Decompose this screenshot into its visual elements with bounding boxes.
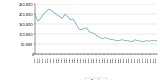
Dogs/year — [121, 39, 123, 40]
Dogs/year — [34, 15, 36, 16]
Dogs/year — [102, 38, 104, 39]
Dogs/year — [59, 16, 60, 17]
Dogs/year — [148, 41, 150, 42]
Dogs/year — [77, 28, 79, 29]
Dogs/year — [75, 23, 77, 24]
Dogs/year — [129, 41, 131, 42]
Dogs/year — [99, 37, 101, 38]
Dogs/year — [53, 12, 55, 13]
Dogs/year — [115, 40, 117, 41]
Dogs/year — [56, 14, 58, 15]
Dogs/year — [64, 14, 66, 15]
Dogs/year — [80, 29, 82, 30]
Dogs/year — [145, 40, 147, 41]
Dogs/year — [132, 41, 133, 42]
Dogs/year — [86, 27, 88, 28]
Dogs/year — [72, 18, 74, 19]
Dogs/year — [126, 40, 128, 41]
Dogs/year — [67, 16, 69, 17]
Dogs/year — [134, 39, 136, 40]
Dogs/year — [142, 41, 144, 42]
Dogs/year — [104, 37, 106, 38]
Dogs/year — [156, 40, 158, 41]
Line: Dogs/year: Dogs/year — [35, 9, 157, 42]
Legend: Dogs/year: Dogs/year — [85, 78, 107, 80]
Dogs/year — [61, 18, 63, 19]
Dogs/year — [107, 38, 109, 39]
Dogs/year — [48, 9, 50, 10]
Dogs/year — [69, 19, 71, 20]
Dogs/year — [150, 40, 152, 41]
Dogs/year — [118, 40, 120, 41]
Dogs/year — [88, 31, 90, 32]
Dogs/year — [140, 41, 142, 42]
Dogs/year — [42, 14, 44, 15]
Dogs/year — [96, 35, 98, 36]
Dogs/year — [137, 40, 139, 41]
Dogs/year — [83, 28, 85, 29]
Dogs/year — [45, 11, 47, 12]
Dogs/year — [94, 33, 96, 34]
Dogs/year — [50, 10, 52, 11]
Dogs/year — [123, 40, 125, 41]
Dogs/year — [37, 21, 39, 22]
Dogs/year — [113, 39, 115, 40]
Dogs/year — [91, 32, 93, 33]
Dogs/year — [110, 39, 112, 40]
Dogs/year — [40, 18, 42, 19]
Dogs/year — [153, 40, 155, 41]
